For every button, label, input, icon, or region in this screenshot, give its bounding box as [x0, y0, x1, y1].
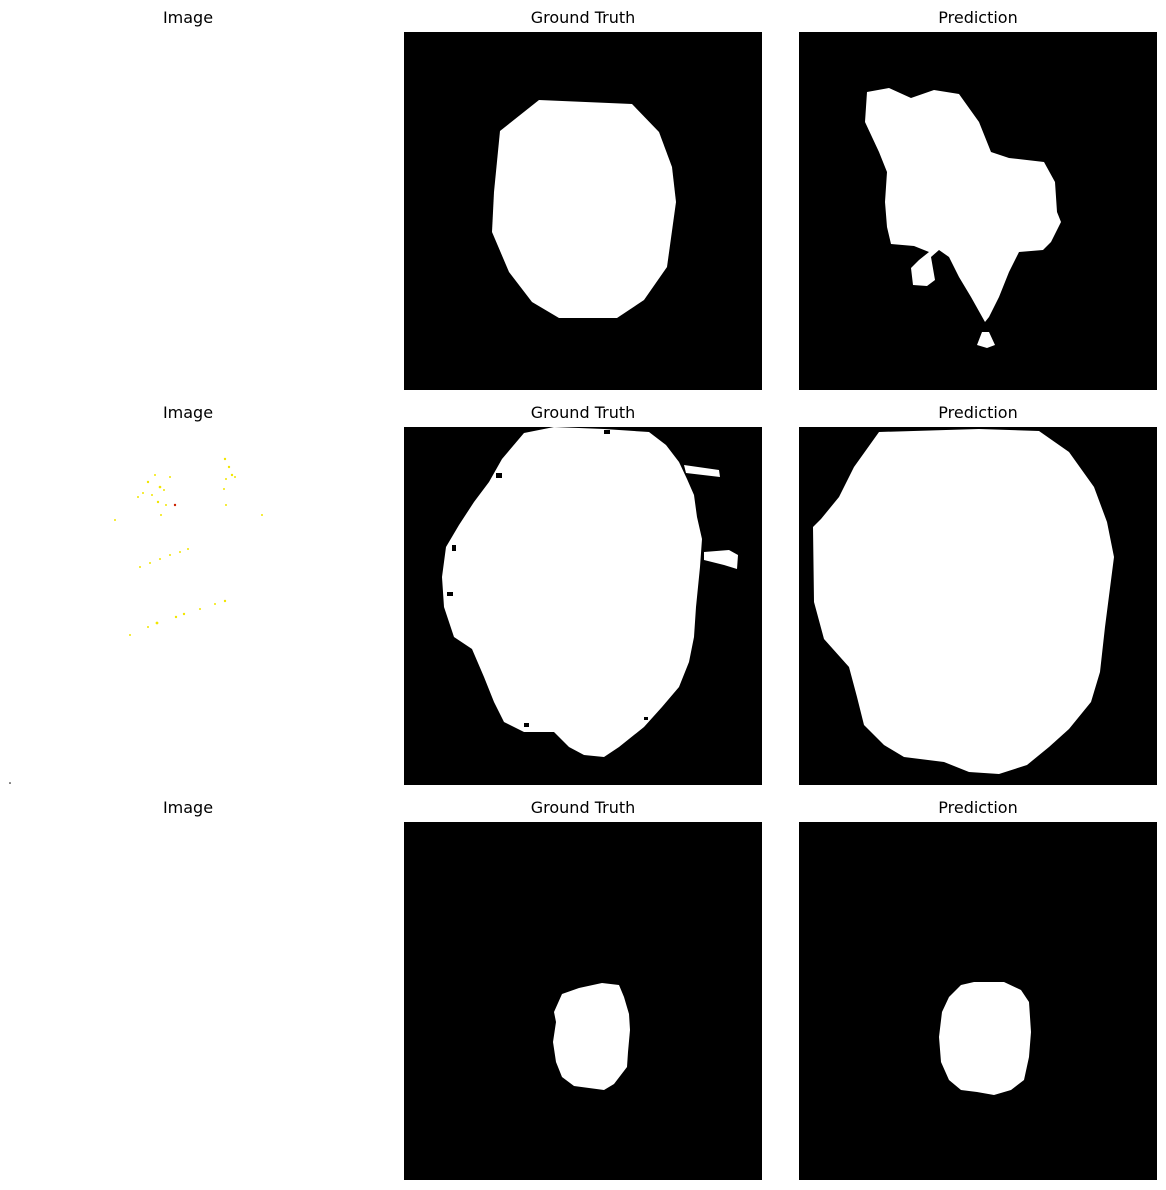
row2-ground-truth-title: Ground Truth	[530, 403, 636, 422]
row1-ground-truth-mask	[404, 32, 762, 390]
row1-ground-truth-title: Ground Truth	[530, 8, 636, 27]
row1-image-title: Image	[162, 8, 214, 27]
row2-ground-truth-mask	[404, 427, 762, 785]
row1-image-panel	[9, 32, 367, 390]
row3-image-panel	[9, 822, 367, 1180]
row3-ground-truth-mask	[404, 822, 762, 1180]
row1-prediction-mask	[799, 32, 1157, 390]
row2-prediction-mask	[799, 427, 1157, 785]
row1-prediction-title: Prediction	[938, 8, 1018, 27]
row3-prediction-title: Prediction	[938, 798, 1018, 817]
row2-image-title: Image	[162, 403, 214, 422]
row3-ground-truth-title: Ground Truth	[530, 798, 636, 817]
row2-image-panel	[0, 427, 367, 797]
row2-prediction-title: Prediction	[938, 403, 1018, 422]
row3-image-title: Image	[162, 798, 214, 817]
row3-prediction-mask	[799, 822, 1157, 1180]
